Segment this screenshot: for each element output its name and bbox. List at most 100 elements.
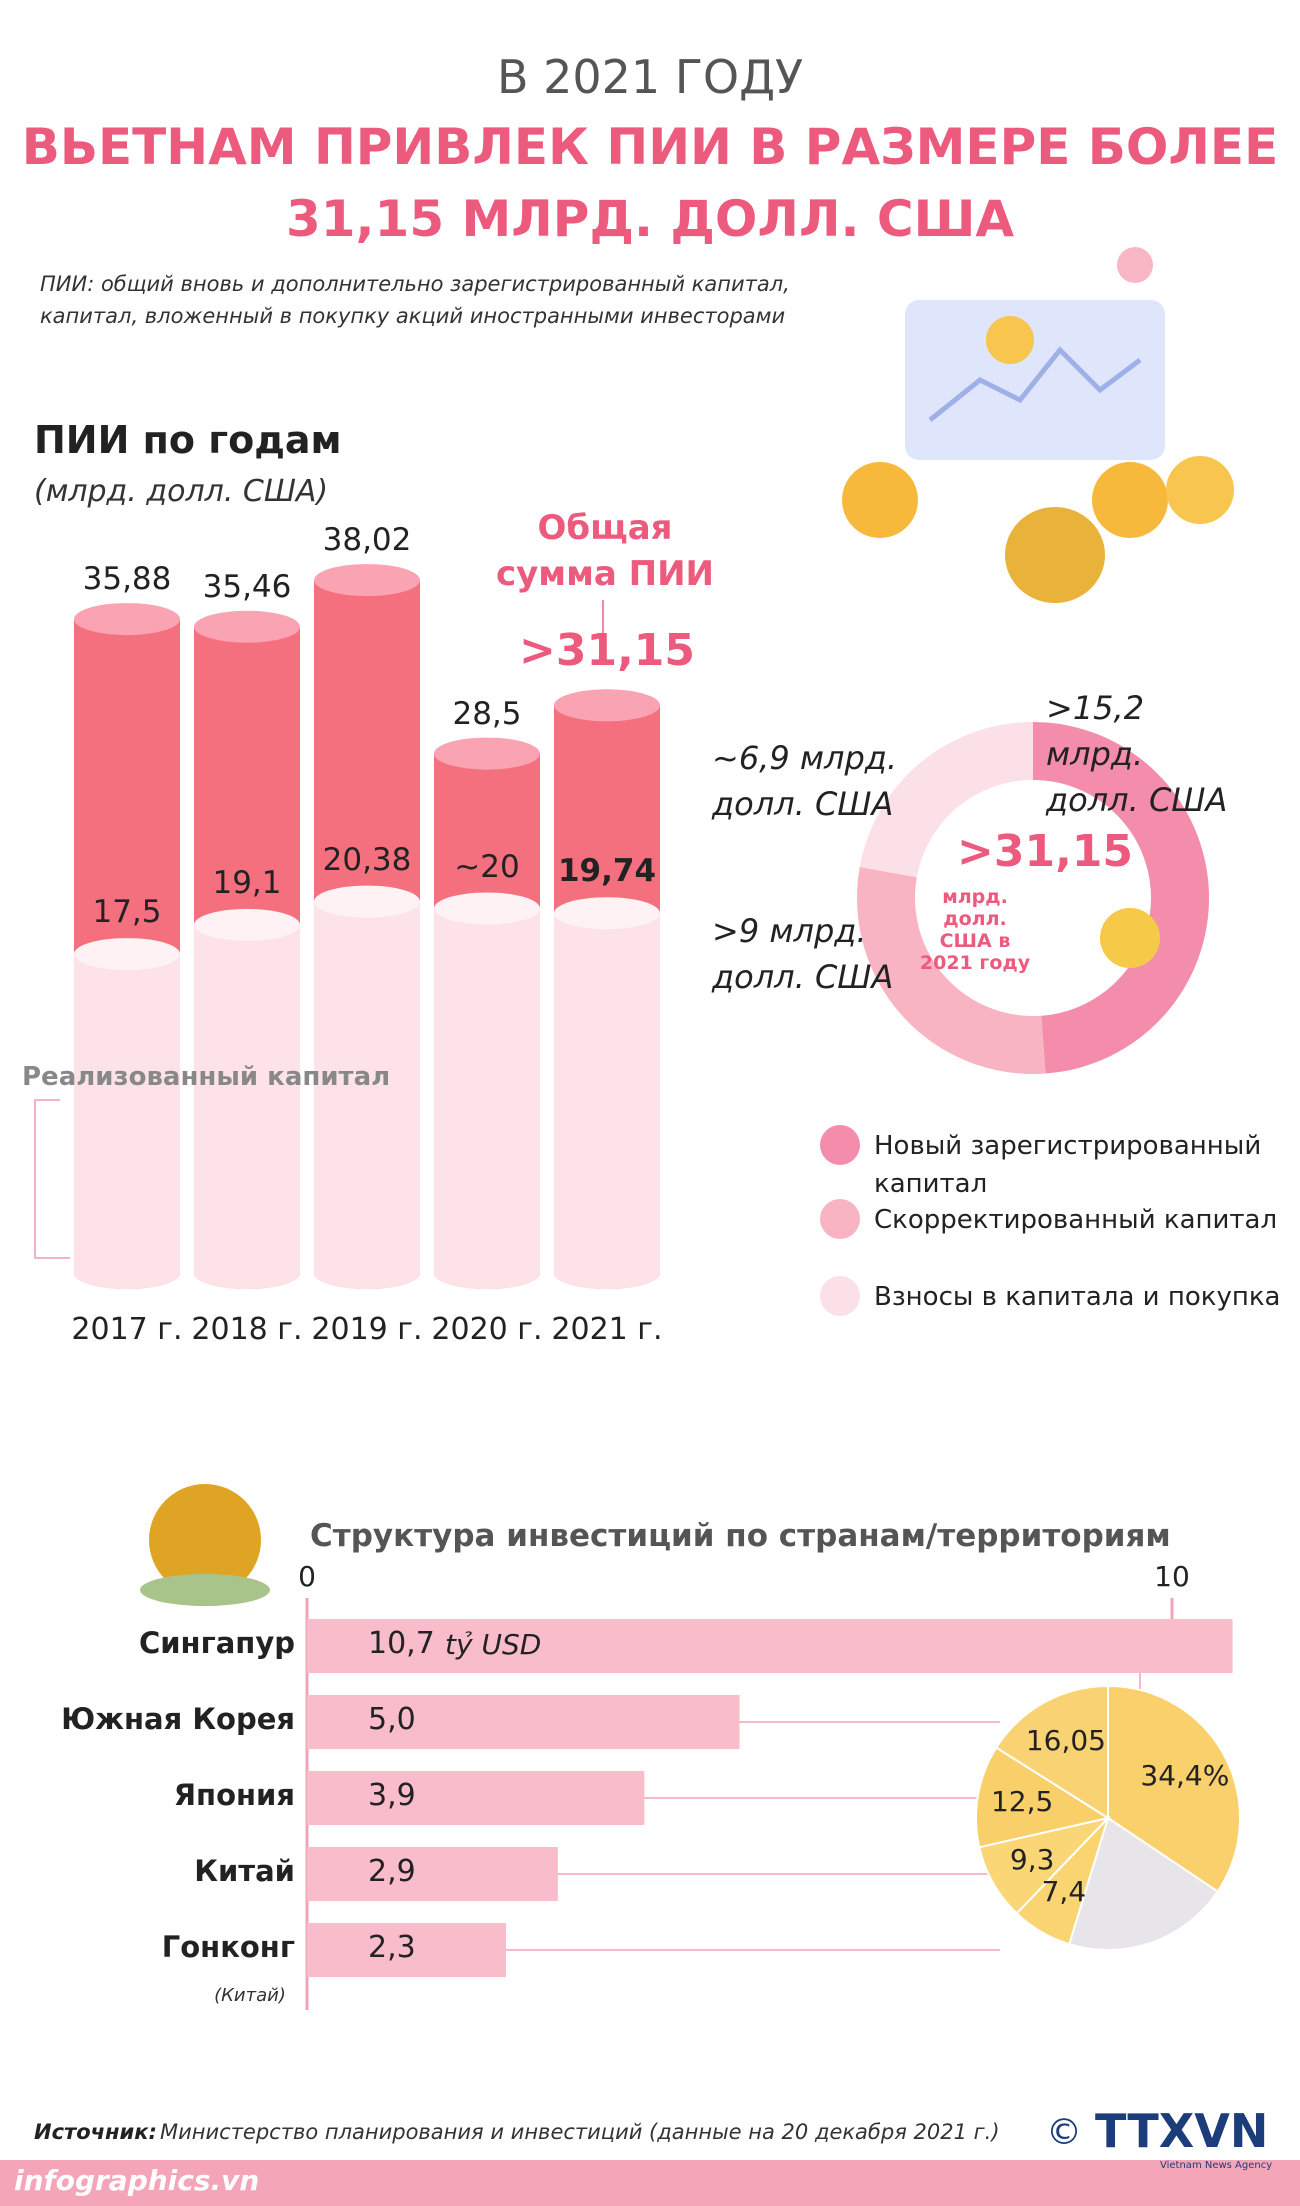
donut-slice bbox=[859, 722, 1033, 878]
value-label: 35,46 bbox=[202, 568, 292, 605]
cylinder-cap bbox=[554, 897, 660, 930]
logo: TTXVN bbox=[1095, 2104, 1269, 2158]
chart-subtitle: (млрд. долл. США) bbox=[34, 474, 329, 509]
cylinder bbox=[554, 897, 660, 1289]
header-title: ВЬЕТНАМ ПРИВЛЕК ПИИ В РАЗМЕРЕ БОЛЕЕ bbox=[21, 118, 1279, 176]
x-tick-label: 2018 г. bbox=[191, 1312, 303, 1347]
header-note: капитал, вложенный в покупку акций иност… bbox=[40, 304, 786, 328]
cylinder-body bbox=[434, 908, 540, 1273]
category-label: Гонконг bbox=[161, 1930, 295, 1964]
pie-slice bbox=[994, 1684, 1109, 1820]
cylinder bbox=[314, 885, 420, 1289]
category-label: Сингапур bbox=[138, 1626, 295, 1660]
header-note: ПИИ: общий вновь и дополнительно зарегис… bbox=[40, 272, 790, 296]
value-label: 3,9 bbox=[368, 1778, 416, 1813]
value-label: 17,5 bbox=[92, 894, 162, 931]
x-tick-label: 2021 г. bbox=[551, 1312, 663, 1347]
value-label: ~6,9 млрд. долл. США bbox=[712, 739, 898, 823]
value-label: 2,9 bbox=[368, 1854, 416, 1889]
cylinder-body bbox=[74, 954, 180, 1273]
bar bbox=[307, 1923, 506, 1977]
cylinder bbox=[74, 938, 180, 1289]
value-label: 28,5 bbox=[452, 695, 522, 732]
globe bbox=[149, 1484, 261, 1596]
value-label: 20,38 bbox=[322, 841, 412, 878]
pie-slice bbox=[978, 1816, 1112, 1915]
value-label: 7,4 bbox=[1041, 1875, 1087, 1909]
trend bbox=[928, 346, 1142, 422]
cylinder-base bbox=[554, 1257, 660, 1289]
cylinder-base bbox=[314, 1257, 420, 1289]
bar bbox=[307, 1771, 645, 1825]
decor bbox=[1117, 247, 1153, 283]
cylinder-cap bbox=[314, 564, 420, 597]
cylinder-cap bbox=[74, 938, 180, 971]
value-label: >31,15 bbox=[518, 625, 696, 677]
legend-swatch bbox=[820, 1125, 860, 1165]
unit: tỷ USD bbox=[445, 1628, 542, 1661]
cylinder-body bbox=[314, 901, 420, 1273]
cylinder bbox=[434, 892, 540, 1289]
legend-label: Взносы в капитала и покупка bbox=[874, 1282, 1281, 1312]
cylinder-base bbox=[74, 1257, 180, 1289]
coin bbox=[1100, 908, 1160, 968]
coin bbox=[1092, 462, 1168, 538]
site: infographics.vn bbox=[14, 2164, 260, 2197]
money-bag bbox=[1005, 507, 1105, 603]
value-label: 19,74 bbox=[557, 853, 657, 890]
donut-slice bbox=[1033, 722, 1209, 1074]
donut-center-text: млрд. долл. США в 2021 году bbox=[919, 886, 1031, 974]
cylinder-cap bbox=[434, 892, 540, 925]
chart-title: Структура инвестиций по странам/территор… bbox=[310, 1518, 1171, 1554]
value-label: 9,3 bbox=[1009, 1842, 1055, 1876]
value-label: 2,3 bbox=[368, 1930, 416, 1965]
footer-band bbox=[0, 2160, 1300, 2206]
header-line: В 2021 ГОДУ bbox=[496, 50, 804, 104]
cylinder-base bbox=[434, 1257, 540, 1289]
value-label: 5,0 bbox=[368, 1702, 416, 1737]
category-label: Южная Корея bbox=[61, 1702, 295, 1736]
pie-slice bbox=[1107, 1684, 1241, 1893]
x-tick-label: 2020 г. bbox=[431, 1312, 543, 1347]
donut-slice bbox=[856, 867, 1046, 1074]
series-annotation: Общая сумма ПИИ bbox=[495, 508, 715, 594]
x-tick-label: 2017 г. bbox=[71, 1312, 183, 1347]
cylinder-base bbox=[194, 1257, 300, 1289]
category-label: Япония bbox=[173, 1778, 295, 1812]
series-annotation: Реализованный капитал bbox=[22, 1062, 391, 1092]
value-label: 38,02 bbox=[322, 522, 412, 559]
source-label: Источник: bbox=[34, 2120, 157, 2144]
source-text: Министерство планирования и инвестиций (… bbox=[160, 2120, 1000, 2144]
agency: Vietnam News Agency bbox=[1160, 2160, 1273, 2171]
copyright: © bbox=[1046, 2112, 1082, 2153]
value-label: 34,4% bbox=[1140, 1758, 1230, 1792]
cylinder-cap bbox=[194, 610, 300, 643]
cylinder-body bbox=[194, 924, 300, 1273]
bar bbox=[307, 1695, 740, 1749]
cylinder-cap bbox=[434, 737, 540, 770]
legend-swatch bbox=[820, 1199, 860, 1239]
category-note: (Китай) bbox=[214, 1985, 286, 2006]
banknotes bbox=[140, 1574, 270, 1606]
pie-slice bbox=[975, 1746, 1111, 1849]
x-tick-label: 10 bbox=[1154, 1560, 1190, 1593]
value-label: >9 млрд. долл. США bbox=[712, 912, 894, 996]
cylinder-body bbox=[554, 913, 660, 1273]
donut-center-value: >31,15 bbox=[957, 826, 1134, 877]
value-label: 16,05 bbox=[1025, 1723, 1106, 1757]
category-label: Китай bbox=[194, 1854, 295, 1888]
coin bbox=[986, 316, 1034, 364]
coin bbox=[842, 462, 918, 538]
value-label: ~20 bbox=[454, 848, 520, 885]
legend-label: Скорректированный капитал bbox=[874, 1205, 1278, 1235]
cylinder-cap bbox=[554, 689, 660, 722]
value-label: 35,88 bbox=[82, 561, 172, 598]
cylinder-cap bbox=[74, 603, 180, 636]
legend-swatch bbox=[820, 1276, 860, 1316]
chart-title: ПИИ по годам bbox=[34, 418, 342, 462]
value-label: 10,7 bbox=[368, 1626, 435, 1661]
illustration bbox=[140, 247, 1234, 1606]
x-tick-label: 2019 г. bbox=[311, 1312, 423, 1347]
